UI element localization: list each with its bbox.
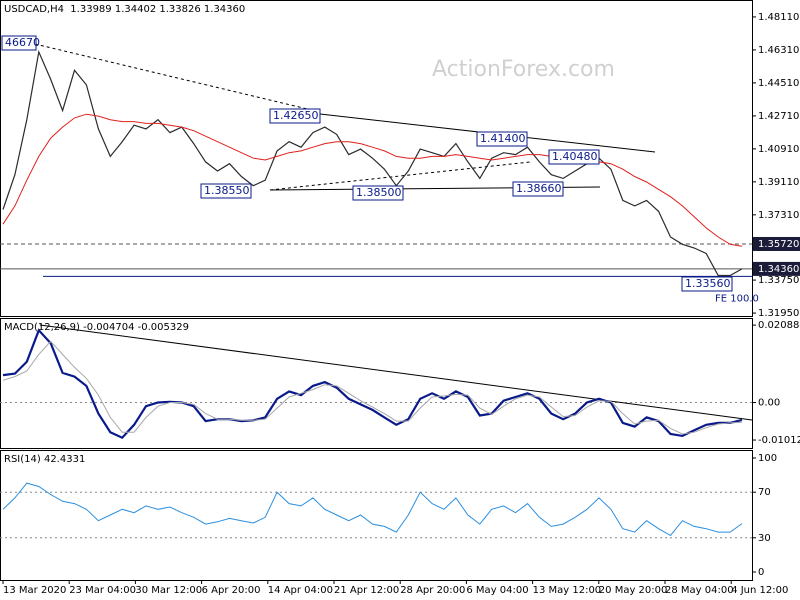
y-tick-label: 1.42710 — [758, 111, 799, 122]
annotation: 1.40480 — [552, 150, 598, 163]
x-tick-label: 4 Jun 12:00 — [731, 585, 788, 596]
annotation-box — [548, 149, 600, 165]
fe-label: FE 100.0 — [715, 293, 759, 304]
series-line — [2, 482, 743, 537]
panel-frame — [0, 0, 753, 317]
panel-frame — [0, 450, 753, 581]
x-tick-label: 28 Apr 20:00 — [400, 585, 465, 596]
x-tick-label: 13 Mar 2020 — [3, 585, 66, 596]
price-tag — [753, 261, 800, 276]
panel-title: MACD(12,26,9) -0.004704 -0.005329 — [4, 322, 189, 333]
y-tick-label: 1.37310 — [758, 210, 799, 221]
annotation-box — [476, 131, 528, 147]
y-tick-label: 1.40910 — [758, 144, 799, 155]
price-tag-label: 1.35720 — [758, 239, 799, 250]
x-tick-label: 14 Apr 04:00 — [268, 585, 333, 596]
price-tag-label: 1.34360 — [758, 264, 799, 275]
series-line — [2, 328, 743, 440]
y-tick-label: 100 — [758, 453, 777, 464]
x-tick-label: 23 Mar 04:00 — [69, 585, 136, 596]
y-tick-label: -0.010121 — [758, 435, 800, 446]
price-tag — [753, 236, 800, 251]
x-tick-label: 20 May 20:00 — [599, 585, 668, 596]
trend-line — [39, 324, 753, 421]
annotation: 1.42650 — [273, 109, 319, 122]
panel-title: RSI(14) 42.4331 — [4, 454, 85, 465]
annotation-box — [1, 35, 37, 51]
annotation: 1.41400 — [480, 132, 526, 145]
x-tick-label: 13 May 12:00 — [533, 585, 602, 596]
y-tick-label: 1.39110 — [758, 177, 799, 188]
annotation: 46670 — [5, 36, 40, 49]
annotation: 1.38660 — [516, 182, 562, 195]
trend-line — [34, 43, 321, 113]
annotation-box — [681, 276, 733, 292]
panel-frame — [0, 318, 753, 449]
y-tick-label: 30 — [758, 533, 771, 544]
y-tick-label: 0.00 — [758, 398, 780, 409]
annotation: 1.38550 — [204, 184, 250, 197]
x-tick-label: 6 Apr 20:00 — [202, 585, 261, 596]
y-tick-label: 0.020884 — [758, 320, 800, 331]
y-tick-label: 0 — [758, 567, 764, 578]
annotation-box — [512, 181, 564, 197]
y-tick-label: 1.46310 — [758, 45, 799, 56]
annotation-box — [200, 183, 252, 199]
y-tick-label: 70 — [758, 487, 771, 498]
y-tick-label: 1.44510 — [758, 78, 799, 89]
watermark: ActionForex.com — [432, 57, 615, 82]
x-tick-label: 30 Mar 12:00 — [135, 585, 202, 596]
annotation-box — [352, 185, 404, 201]
annotation: 1.38500 — [356, 186, 402, 199]
y-tick-label: 1.31950 — [758, 308, 799, 319]
panel-title: USDCAD,H4 1.33989 1.34402 1.33826 1.3436… — [4, 4, 245, 15]
annotation: 1.33560 — [685, 277, 731, 290]
x-tick-label: 21 Apr 12:00 — [334, 585, 399, 596]
x-tick-label: 6 May 04:00 — [466, 585, 528, 596]
x-tick-label: 28 May 04:00 — [665, 585, 734, 596]
y-tick-label: 1.33750 — [758, 275, 799, 286]
series-line — [2, 113, 743, 247]
y-tick-label: 1.48110 — [758, 12, 799, 23]
series-line — [2, 340, 743, 435]
annotation-box — [269, 108, 321, 124]
series-line — [2, 49, 743, 277]
